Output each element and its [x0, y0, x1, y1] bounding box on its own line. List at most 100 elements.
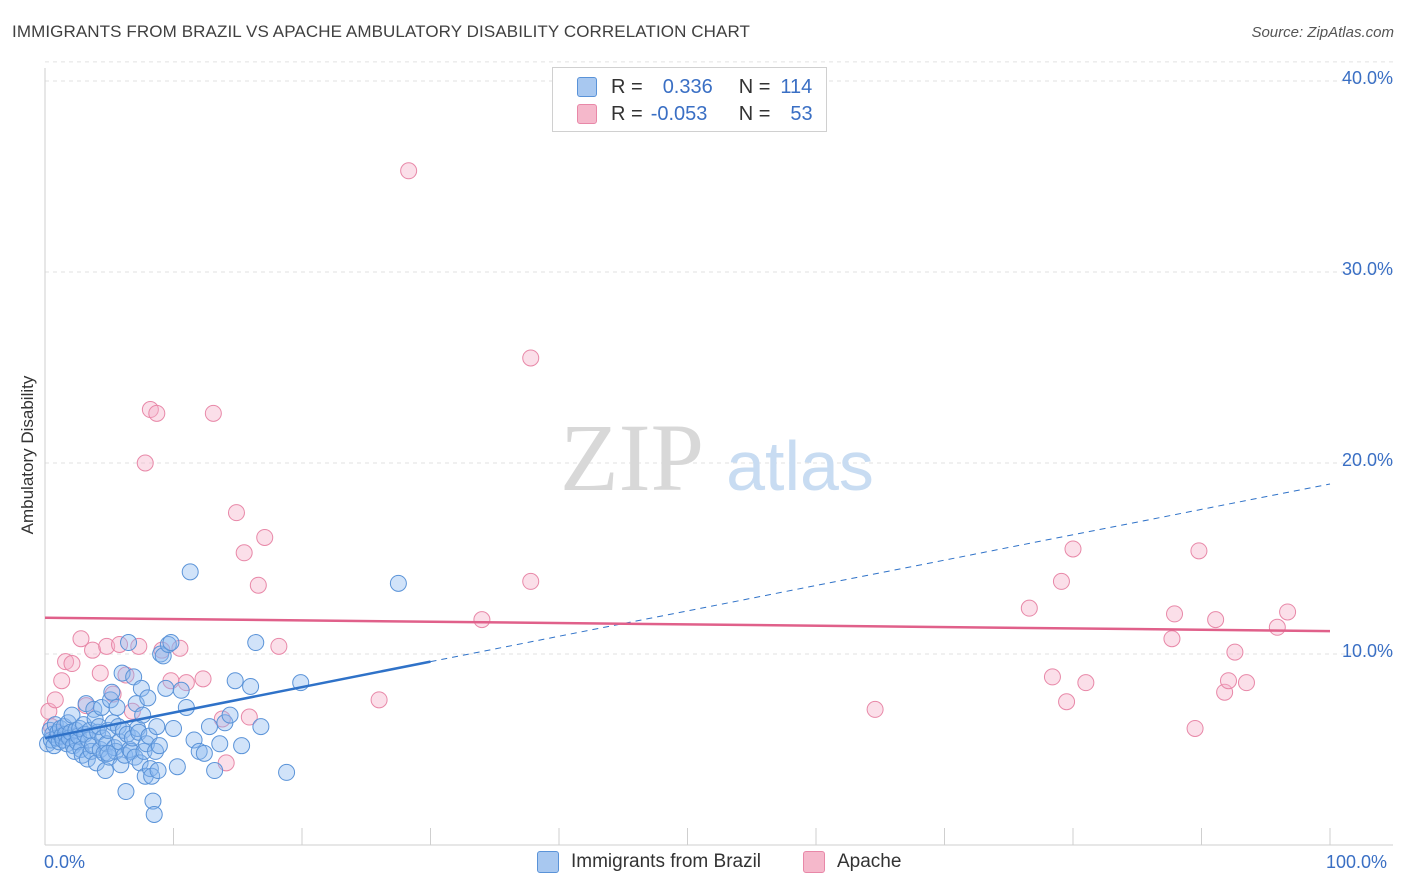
apache-point [1052, 572, 1070, 590]
legend-r-label: R = [611, 102, 643, 125]
apache-point [1216, 683, 1234, 701]
stats-legend: R = 0.336 N = 114 R = -0.053 N = 53 [552, 67, 827, 132]
legend-item-brazil[interactable]: Immigrants from Brazil [537, 851, 761, 873]
apache-point [72, 630, 90, 648]
brazil-point [132, 679, 150, 697]
brazil-point [226, 672, 244, 690]
apache-point [235, 544, 253, 562]
brazil-trend-extension [430, 483, 1331, 663]
legend-n-label: N = [738, 75, 771, 98]
brazil-point [103, 683, 121, 701]
legend-r-value: -0.053 [650, 102, 708, 125]
y-tick-label: 40.0% [1342, 68, 1393, 88]
brazil-point [252, 718, 270, 736]
apache-point [1043, 668, 1061, 686]
apache-point [1166, 605, 1184, 623]
x-min-label: 0.0% [44, 852, 86, 872]
y-tick-label: 20.0% [1342, 450, 1393, 470]
apache-point [370, 691, 388, 709]
legend-n-label: N = [738, 102, 771, 125]
brazil-point [145, 805, 163, 823]
apache-point [91, 664, 109, 682]
brazil-point [96, 762, 114, 780]
brazil-point [221, 706, 239, 724]
apache-point [522, 572, 540, 590]
apache-point [1064, 540, 1082, 558]
apache-point [148, 404, 166, 422]
brazil-point [148, 718, 166, 736]
brazil-point [131, 754, 149, 772]
brazil-point [200, 718, 218, 736]
brazil-point [247, 634, 265, 652]
apache-point [270, 637, 288, 655]
apache-point [249, 576, 267, 594]
brazil-point [150, 737, 168, 755]
apache-point [136, 454, 154, 472]
brazil-point [78, 750, 96, 768]
apache-point [46, 691, 64, 709]
legend-swatch-brazil [537, 851, 559, 873]
legend-swatch-brazil [577, 77, 597, 97]
apache-point [194, 670, 212, 688]
brazil-trend-line [44, 660, 431, 740]
brazil-point [139, 689, 157, 707]
apache-point [57, 653, 75, 671]
legend-swatch-apache [577, 104, 597, 124]
brazil-point [172, 681, 190, 699]
legend-row-apache: R = -0.053 N = 53 [577, 102, 813, 126]
apache-point [227, 504, 245, 522]
legend-swatch-apache [803, 851, 825, 873]
apache-point [1226, 643, 1244, 661]
legend-n-value: 114 [780, 75, 813, 98]
apache-point [240, 708, 258, 726]
brazil-point [278, 763, 296, 781]
brazil-point [162, 634, 180, 652]
apache-point [1190, 542, 1208, 560]
brazil-point [233, 737, 251, 755]
bottom-legend: Immigrants from Brazil Apache [0, 851, 1406, 879]
y-tick-labels: 10.0% 20.0% 30.0% 40.0% [1342, 68, 1393, 661]
legend-item-apache[interactable]: Apache [803, 851, 901, 873]
apache-point [1279, 603, 1297, 621]
brazil-point [117, 783, 135, 801]
brazil-point [165, 719, 182, 737]
apache-point [130, 637, 148, 655]
apache-point [1186, 719, 1204, 737]
zipatlas-watermark: ZIP atlas [560, 404, 874, 511]
legend-label-apache: Apache [837, 851, 902, 872]
apache-point [400, 162, 418, 180]
source-label: Source: ZipAtlas.com [1251, 24, 1394, 41]
brazil-point [99, 744, 117, 762]
trend-lines [44, 483, 1331, 740]
apache-point [98, 637, 116, 655]
apache-point [1268, 618, 1286, 636]
apache-points [40, 162, 1297, 772]
grid-lines [45, 61, 1393, 655]
apache-point [1219, 672, 1237, 690]
apache-point [1020, 599, 1038, 617]
watermark-zip: ZIP [560, 404, 704, 511]
legend-row-brazil: R = 0.336 N = 114 [577, 75, 812, 99]
brazil-point [144, 792, 162, 810]
brazil-point [168, 758, 186, 776]
apache-point [63, 655, 81, 673]
apache-point [1207, 611, 1225, 629]
brazil-point [112, 756, 130, 774]
apache-trend-line [44, 616, 1331, 633]
brazil-point [242, 677, 260, 695]
apache-point [473, 611, 491, 629]
x-max-label: 100.0% [1326, 852, 1388, 872]
apache-point [53, 672, 71, 690]
apache-point [866, 700, 884, 718]
brazil-point [177, 698, 195, 716]
y-tick-label: 10.0% [1342, 641, 1393, 661]
brazil-point [143, 767, 161, 785]
brazil-points [39, 563, 407, 823]
legend-r-label: R = [611, 75, 643, 98]
apache-point [204, 404, 222, 422]
y-tick-label: 30.0% [1342, 259, 1393, 279]
apache-point [1077, 674, 1095, 692]
legend-r-value: 0.336 [662, 75, 713, 98]
apache-point [1058, 693, 1076, 711]
